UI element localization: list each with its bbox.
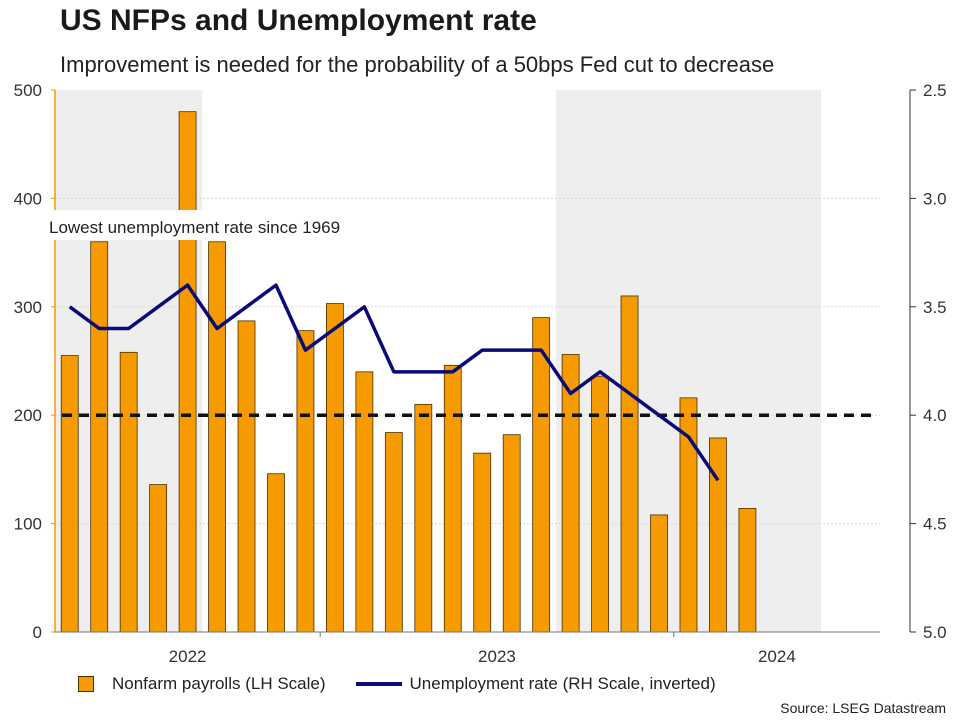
bar-2022-05 <box>90 241 109 633</box>
right-tick-label-3: 4.0 <box>923 406 947 425</box>
bar-2022-10 <box>237 320 256 633</box>
bar-2023-08 <box>532 317 551 633</box>
right-tick-label-5: 5.0 <box>923 623 947 642</box>
bar-2023-11 <box>620 295 639 633</box>
bar-2023-09 <box>561 354 580 633</box>
bar-2022-09 <box>208 241 226 633</box>
annotation-text: Lowest unemployment rate since 1969 <box>49 218 340 237</box>
right-tick-label-2: 3.5 <box>923 298 947 317</box>
bar-2023-04 <box>414 403 433 633</box>
right-tick-label-4: 4.5 <box>923 515 947 534</box>
bar-2023-12 <box>650 514 668 633</box>
bar-2023-05 <box>443 364 462 633</box>
legend: Nonfarm payrolls (LH Scale) Unemployment… <box>78 672 746 696</box>
legend-label-payrolls: Nonfarm payrolls (LH Scale) <box>112 674 326 693</box>
axes: 0 100 200 300 400 500 2.5 3.0 3.5 4.0 4.5 5.0 2022 20… <box>14 81 947 666</box>
x-tick-label-2022: 2022 <box>169 647 207 666</box>
left-tick-label-5: 500 <box>14 81 42 100</box>
bar-2024-03 <box>738 508 757 633</box>
bar-2022-12 <box>296 330 315 633</box>
legend-swatch-bar <box>78 676 94 692</box>
payroll-bars <box>60 111 757 633</box>
legend-item-unemployment: Unemployment rate (RH Scale, inverted) <box>355 674 716 694</box>
bar-2022-11 <box>267 473 285 633</box>
left-tick-label-3: 300 <box>14 298 42 317</box>
right-tick-label-1: 3.0 <box>923 189 947 208</box>
left-tick-label-1: 100 <box>14 515 42 534</box>
bar-2022-06 <box>119 351 138 633</box>
left-tick-label-0: 0 <box>33 623 42 642</box>
chart-title: US NFPs and Unemployment rate <box>60 4 537 37</box>
legend-swatch-line <box>355 682 402 686</box>
bar-2023-03 <box>384 432 403 633</box>
bar-2024-02 <box>709 437 727 633</box>
unemployment-line-group <box>68 283 720 482</box>
chart-subtitle: Improvement is needed for the probabilit… <box>60 52 775 77</box>
right-tick-label-0: 2.5 <box>923 81 947 100</box>
bar-2022-08 <box>178 111 197 633</box>
bar-2023-02 <box>355 371 374 633</box>
bar-2023-06 <box>473 452 492 633</box>
bar-2022-07 <box>149 484 168 633</box>
unemployment-line <box>68 283 720 482</box>
annotation-group: Lowest unemployment rate since 1969 <box>47 210 375 240</box>
x-tick-label-2024: 2024 <box>758 647 796 666</box>
left-tick-label-2: 200 <box>14 406 42 425</box>
left-tick-label-4: 400 <box>14 189 42 208</box>
legend-item-payrolls: Nonfarm payrolls (LH Scale) <box>78 674 326 694</box>
bar-2023-07 <box>502 434 521 633</box>
source-note: Source: LSEG Datastream <box>780 700 946 716</box>
x-tick-label-2023: 2023 <box>478 647 516 666</box>
legend-label-unemployment: Unemployment rate (RH Scale, inverted) <box>409 674 716 693</box>
annotation-box <box>47 210 375 240</box>
bar-2022-04 <box>60 355 79 633</box>
shaded-periods <box>55 90 822 632</box>
bar-2023-01 <box>326 303 344 633</box>
